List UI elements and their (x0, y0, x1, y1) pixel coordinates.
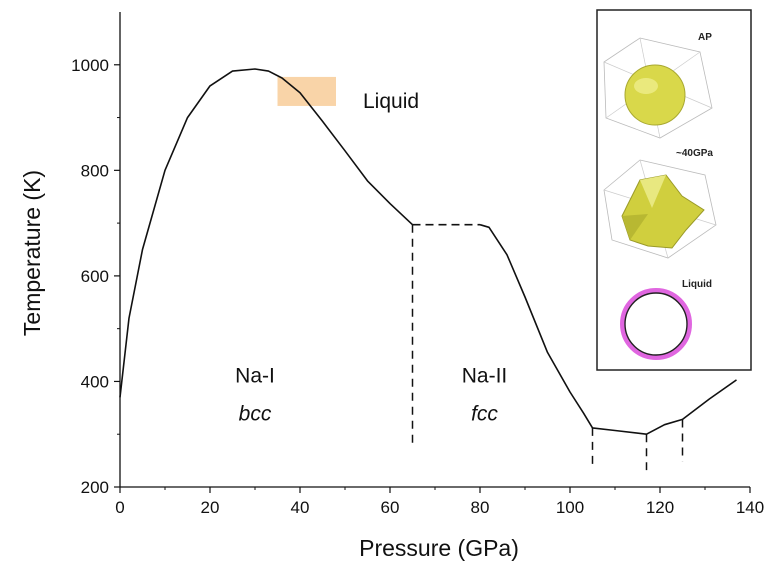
annotation-label: fcc (471, 403, 498, 426)
annotation-label: Na-I (235, 365, 275, 388)
annotation-label: Na-II (462, 365, 508, 388)
x-tick-label: 40 (291, 498, 310, 517)
phase-line-segment-3 (479, 223, 737, 436)
x-tick-label: 120 (646, 498, 674, 517)
compressed-shape-icon (603, 159, 717, 259)
x-tick-label: 0 (115, 498, 124, 517)
x-tick-label: 80 (471, 498, 490, 517)
x-axis-title: Pressure (GPa) (359, 535, 519, 561)
phase-line-segment-1 (119, 68, 414, 398)
x-tick-label: 60 (381, 498, 400, 517)
x-tick-label: 140 (736, 498, 764, 517)
y-tick-label: 200 (81, 478, 109, 497)
inset-panel: AP ~40GPa Liquid (596, 9, 752, 371)
annotation-label: Liquid (363, 90, 419, 113)
x-tick-label: 20 (201, 498, 220, 517)
ap-sphere-icon (603, 37, 713, 139)
liquid-ring-icon (620, 288, 692, 360)
y-axis-title: Temperature (K) (19, 170, 45, 336)
phase-boundaries (411, 224, 684, 471)
annotation-label: bcc (239, 403, 272, 426)
axes: 0 20 40 60 80 100 120 140 200 400 600 800 1000 (71, 12, 764, 517)
y-tick-label: 600 (81, 267, 109, 286)
y-tick-label: 400 (81, 372, 109, 391)
series-group (119, 68, 737, 436)
annotations: Liquid Na-I bcc Na-II fcc (235, 90, 507, 425)
x-tick-label: 100 (556, 498, 584, 517)
inset-label-liquid: Liquid (682, 279, 712, 290)
inset-label-ap: AP (698, 32, 712, 43)
inset-label-40gpa: ~40GPa (676, 148, 713, 159)
y-tick-label: 800 (81, 161, 109, 180)
y-tick-label: 1000 (71, 56, 109, 75)
